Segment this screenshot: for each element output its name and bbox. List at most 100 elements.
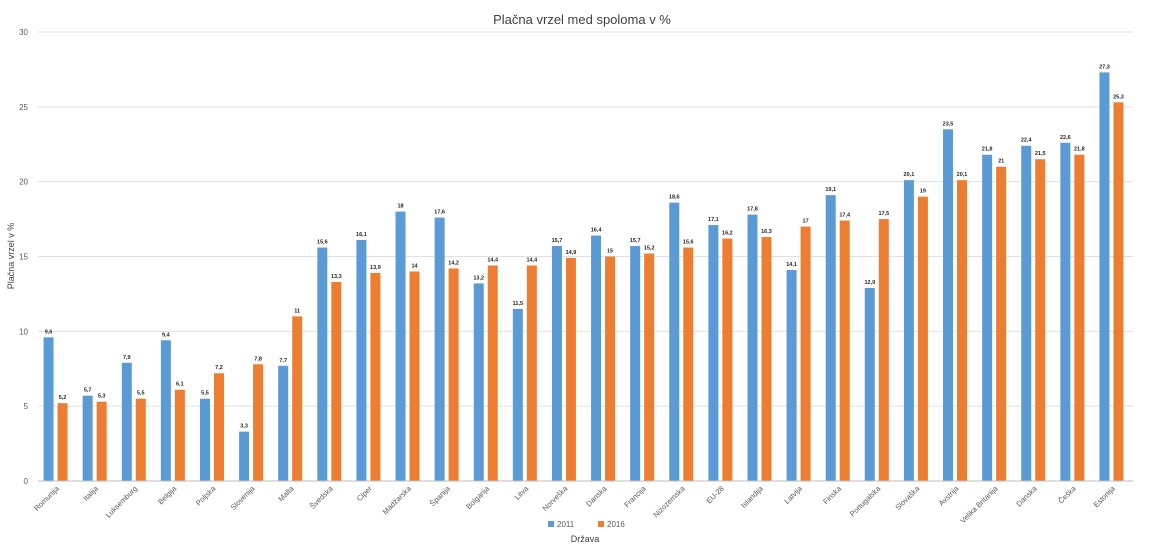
bar-2011-12	[512, 308, 523, 481]
bar-2011-26	[1060, 142, 1071, 481]
x-category-label: Norveška	[541, 483, 570, 512]
data-label-2011-21: 12,9	[864, 280, 875, 286]
bar-2011-21	[864, 287, 875, 481]
bar-2016-6	[292, 316, 303, 481]
bar-2011-17	[708, 225, 719, 481]
data-label-2011-15: 15,7	[630, 238, 641, 244]
x-category-label: Finska	[821, 483, 844, 506]
x-category-label: Danska	[1014, 483, 1039, 508]
x-category-label: Švedska	[308, 483, 335, 510]
x-category-label: Madžarska	[381, 483, 414, 516]
bar-2016-23	[957, 180, 968, 482]
x-category-label: Češka	[1056, 483, 1078, 505]
bar-2016-16	[683, 247, 694, 481]
x-category-label: Ciper	[355, 484, 374, 503]
y-tick-label: 20	[19, 178, 28, 187]
data-label-2016-15: 15,2	[644, 246, 655, 252]
data-label-2011-18: 17,8	[747, 207, 758, 213]
data-label-2011-16: 18,6	[669, 195, 680, 201]
legend: 2011 2016	[548, 520, 625, 529]
data-label-2011-3: 9,4	[162, 332, 171, 338]
bar-2016-15	[644, 253, 655, 481]
data-label-2016-26: 21,8	[1074, 147, 1085, 153]
data-label-2016-23: 20,1	[957, 172, 968, 178]
bar-2016-14	[605, 256, 616, 481]
data-label-2016-6: 11	[294, 308, 300, 314]
bar-2016-9	[409, 271, 420, 481]
data-label-2011-12: 11,5	[513, 301, 523, 307]
x-category-label: Latvija	[782, 483, 804, 505]
bar-2011-20	[825, 195, 836, 482]
x-category-label: Malta	[276, 483, 296, 503]
bar-2011-0	[43, 337, 54, 481]
x-category-label: Poljska	[194, 483, 218, 507]
bar-2016-25	[1035, 159, 1046, 481]
x-category-label: Luksemburg	[104, 484, 140, 520]
bar-2011-7	[317, 247, 328, 481]
y-tick-label: 10	[19, 327, 28, 336]
y-axis-title: Plačna vrzel v %	[6, 223, 16, 290]
data-label-2016-11: 14,4	[487, 257, 499, 263]
bar-2011-24	[982, 154, 993, 481]
bar-2011-6	[278, 365, 289, 481]
x-category-label: Estonija	[1092, 483, 1118, 509]
x-axis-categories: Romunija Italija Luksemburg Belgija Poljska S…	[32, 483, 1117, 525]
x-category-label: EU-28	[704, 484, 725, 505]
bar-2016-13	[565, 257, 576, 481]
data-label-2011-8: 16,1	[356, 232, 367, 238]
legend-label-2011: 2011	[557, 520, 575, 529]
legend-swatch-2011	[548, 521, 554, 527]
data-label-2011-13: 15,7	[552, 238, 563, 244]
x-category-label: Belgija	[156, 483, 179, 506]
x-category-label: Avstrija	[937, 483, 961, 507]
bar-2011-16	[669, 202, 680, 481]
x-category-label: Bolgarija	[464, 483, 492, 511]
data-label-2011-17: 17,1	[708, 217, 719, 223]
legend-label-2016: 2016	[607, 520, 625, 529]
data-label-2011-24: 21,8	[982, 147, 993, 153]
x-category-label: Nizozemska	[651, 483, 687, 519]
bar-2016-19	[800, 226, 811, 481]
bar-2016-24	[996, 166, 1007, 481]
data-label-2011-14: 16,4	[591, 228, 603, 234]
data-label-2016-16: 15,6	[683, 240, 694, 246]
bar-2011-14	[591, 235, 602, 481]
data-label-2016-5: 7,8	[254, 356, 262, 362]
data-label-2011-19: 14,1	[786, 262, 797, 268]
bar-2016-12	[526, 265, 537, 481]
data-label-2016-27: 25,3	[1113, 94, 1124, 100]
data-label-2016-24: 21	[998, 159, 1004, 165]
bar-2011-15	[630, 246, 641, 481]
x-category-label: Litva	[513, 483, 531, 501]
bars	[43, 72, 1124, 482]
bar-2016-1	[96, 401, 107, 481]
gridlines	[38, 31, 1133, 407]
data-label-2011-1: 5,7	[84, 388, 92, 394]
bar-2011-5	[239, 431, 250, 481]
data-label-2016-10: 14,2	[448, 260, 459, 266]
bar-2016-20	[839, 220, 850, 481]
data-label-2016-25: 21,5	[1035, 151, 1046, 157]
x-category-label: Romunija	[32, 483, 61, 512]
data-label-2016-17: 16,2	[722, 231, 733, 237]
data-label-2016-9: 14	[411, 263, 418, 269]
data-label-2016-14: 15	[607, 249, 613, 255]
bar-2016-4	[213, 373, 224, 481]
bar-2016-0	[57, 403, 68, 481]
x-category-label: Velika Britanija	[958, 483, 1000, 525]
data-label-2011-0: 9,6	[45, 329, 53, 335]
legend-swatch-2016	[598, 521, 604, 527]
data-label-2011-23: 23,5	[943, 121, 954, 127]
y-tick-label: 25	[19, 103, 28, 112]
y-tick-label: 5	[24, 402, 29, 411]
bar-2016-26	[1074, 154, 1085, 481]
data-label-2016-3: 6,1	[176, 382, 184, 388]
bar-2011-18	[747, 214, 758, 482]
bar-2011-23	[943, 129, 954, 482]
data-label-2016-1: 5,3	[98, 394, 106, 400]
data-label-2011-10: 17,6	[434, 210, 445, 216]
y-axis-ticks: 0 5 10 15 20 25 30	[19, 28, 28, 486]
data-labels: 9,6 5,2 5,7 5,3 7,9 5,5 9,4 6,1 5,5 7,2 3,3 7,8 7,7 1…	[45, 64, 1124, 429]
y-tick-label: 15	[19, 253, 28, 262]
bar-2016-21	[878, 219, 889, 482]
